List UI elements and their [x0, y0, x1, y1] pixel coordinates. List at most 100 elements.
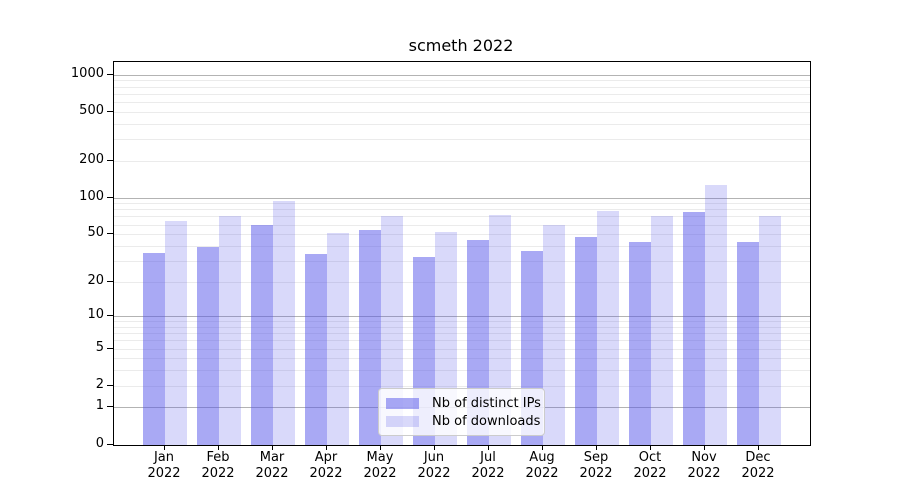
month-year: 2022 [255, 465, 289, 481]
bar-downloads [705, 184, 727, 445]
bar-distinct-ips [251, 224, 273, 445]
bar-downloads [273, 201, 295, 445]
gridline-minor [114, 160, 810, 162]
month-name: Jan [153, 450, 175, 465]
month-name: Feb [206, 450, 230, 465]
gridline-minor [114, 385, 810, 387]
month-year: 2022 [363, 465, 397, 481]
month-year: 2022 [147, 465, 181, 481]
month-year: 2022 [417, 465, 451, 481]
gridline-minor [114, 123, 810, 125]
x-axis-tick [704, 445, 705, 450]
legend-row-distinct-ips: Nb of distinct IPs [379, 396, 544, 411]
bar-distinct-ips [359, 230, 381, 445]
x-axis-month-label: Aug 2022 [507, 450, 577, 481]
bar-downloads [759, 216, 781, 445]
gridline-minor [114, 321, 810, 323]
x-axis-month-label: Jan 2022 [129, 450, 199, 481]
bar-downloads [381, 216, 403, 445]
x-axis-tick [758, 445, 759, 450]
x-axis-month-label: Apr 2022 [291, 450, 361, 481]
month-name: Nov [691, 450, 717, 465]
x-axis-month-label: Feb 2022 [183, 450, 253, 481]
x-axis-month-label: Jun 2022 [399, 450, 469, 481]
month-name: Jul [480, 450, 496, 465]
bar-distinct-ips [629, 242, 651, 445]
gridline-minor [114, 203, 810, 205]
y-axis-tick-label: 500 [79, 102, 104, 118]
y-axis-tick [107, 406, 113, 408]
month-name: Aug [529, 450, 555, 465]
legend: Nb of distinct IPs Nb of downloads [378, 388, 545, 436]
gridline-minor [114, 234, 810, 236]
gridline-minor [114, 245, 810, 247]
month-name: May [366, 450, 394, 465]
gridline-minor [114, 358, 810, 360]
bar-distinct-ips [737, 242, 759, 445]
bar-downloads [489, 214, 511, 445]
x-axis-month-label: Nov 2022 [669, 450, 739, 481]
month-year: 2022 [633, 465, 667, 481]
y-axis-tick-label: 100 [79, 188, 104, 204]
y-axis-tick [107, 315, 113, 317]
y-axis-tick-label: 2 [95, 376, 104, 392]
gridline-major [114, 316, 810, 318]
gridline-minor [114, 102, 810, 104]
legend-label-downloads: Nb of downloads [432, 413, 541, 429]
bar-distinct-ips [305, 254, 327, 445]
y-axis-tick-label: 50 [87, 225, 104, 241]
gridline-minor [114, 333, 810, 335]
bar-distinct-ips [197, 247, 219, 445]
month-name: Apr [314, 450, 338, 465]
gridline-minor [114, 216, 810, 218]
gridline-minor [114, 281, 810, 283]
legend-row-downloads: Nb of downloads [379, 414, 544, 429]
x-axis-tick [488, 445, 489, 450]
bar-distinct-ips [683, 212, 705, 445]
y-axis-tick [107, 347, 113, 349]
gridline-minor [114, 224, 810, 226]
y-axis-tick [107, 73, 113, 75]
x-axis-tick [380, 445, 381, 450]
y-axis-tick-label: 20 [87, 272, 104, 288]
month-year: 2022 [741, 465, 775, 481]
y-axis-tick [107, 384, 113, 386]
legend-label-distinct-ips: Nb of distinct IPs [432, 395, 541, 411]
gridline-minor [114, 111, 810, 113]
x-axis-month-label: Oct 2022 [615, 450, 685, 481]
bar-distinct-ips [575, 237, 597, 445]
x-axis-tick [434, 445, 435, 450]
gridline-minor [114, 139, 810, 141]
bar-downloads [597, 210, 619, 445]
x-axis-tick [650, 445, 651, 450]
y-axis-tick [107, 159, 113, 161]
x-axis-tick [164, 445, 165, 450]
bar-downloads [219, 215, 241, 445]
y-axis-tick-label: 1 [95, 398, 104, 414]
legend-swatch-downloads [386, 415, 419, 427]
gridline-major [114, 74, 810, 76]
gridline-minor [114, 86, 810, 88]
month-year: 2022 [201, 465, 235, 481]
month-year: 2022 [687, 465, 721, 481]
y-axis-tick [107, 233, 113, 235]
gridline-major [114, 197, 810, 199]
x-axis-month-label: Sep 2022 [561, 450, 631, 481]
x-axis-month-label: Dec 2022 [723, 450, 793, 481]
gridline-minor [114, 93, 810, 95]
month-name: Mar [259, 450, 285, 465]
bar-downloads [165, 221, 187, 445]
gridline-minor [114, 370, 810, 372]
bar-distinct-ips [143, 252, 165, 445]
legend-swatch-distinct-ips [386, 397, 419, 409]
y-axis-tick-label: 5 [95, 339, 104, 355]
x-axis-tick [542, 445, 543, 450]
gridline-minor [114, 326, 810, 328]
month-name: Sep [583, 450, 609, 465]
y-axis-tick-label: 200 [79, 151, 104, 167]
gridline-minor [114, 80, 810, 82]
gridline-minor [114, 260, 810, 262]
y-axis-tick-label: 0 [95, 435, 104, 451]
gridline-minor [114, 348, 810, 350]
x-axis-tick [218, 445, 219, 450]
